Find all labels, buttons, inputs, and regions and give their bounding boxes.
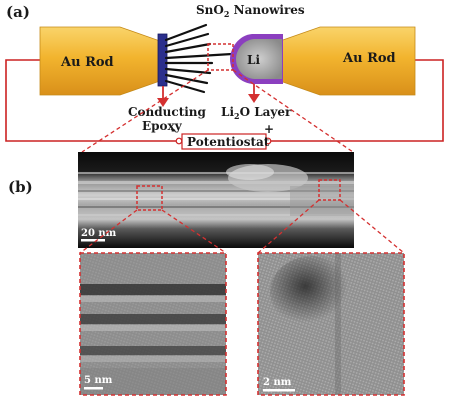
plus-sign: + xyxy=(264,122,274,136)
li-electrode xyxy=(236,39,282,79)
au-rod-right-label: Au Rod xyxy=(342,51,396,66)
panel-a-label: (a) xyxy=(6,3,30,21)
zoom-line-a-right xyxy=(232,69,354,153)
potentiostat-box xyxy=(181,133,267,150)
zoom-line-left-1 xyxy=(79,209,138,254)
panel-b: (b) 20 nm xyxy=(8,152,405,396)
li-label: Li xyxy=(247,53,260,67)
terminal-minus xyxy=(175,137,183,145)
panel-b-label: (b) xyxy=(8,178,33,196)
epoxy-label: Epoxy xyxy=(142,119,183,133)
zoom-line-left-2 xyxy=(161,209,227,254)
scalebar-right xyxy=(263,389,295,392)
conducting-epoxy xyxy=(157,33,168,87)
epoxy-arrowhead xyxy=(157,98,169,107)
circuit-wire-left xyxy=(5,59,176,142)
panel-a: (a) Au Rod Au Rod Li SnO2 Nano xyxy=(5,3,444,153)
zoom-box-left xyxy=(136,185,163,211)
zoom-box-a xyxy=(207,43,234,71)
hrtem-image-right: 2 nm xyxy=(257,252,405,396)
li2o-arrowhead xyxy=(248,94,260,103)
li2o-layer-label: Li2O Layer xyxy=(221,105,292,121)
scalebar-top xyxy=(81,239,105,242)
nanowires-label: SnO2 Nanowires xyxy=(196,3,305,19)
scalebar-top-label: 20 nm xyxy=(81,228,117,239)
conducting-label: Conducting xyxy=(128,105,207,119)
scalebar-left xyxy=(84,387,103,390)
zoom-box-right xyxy=(318,179,341,201)
scalebar-left-label: 5 nm xyxy=(84,375,113,386)
tem-image-overview: 20 nm xyxy=(78,152,354,248)
potentiostat-label: Potentiostat xyxy=(187,135,270,149)
au-rod-left-label: Au Rod xyxy=(60,55,114,70)
circuit-wire-right xyxy=(271,59,444,142)
hrtem-image-left: 5 nm xyxy=(79,252,227,396)
minus-sign: - xyxy=(171,123,176,137)
sno2-nanowires xyxy=(164,23,234,94)
scalebar-right-label: 2 nm xyxy=(263,377,292,388)
